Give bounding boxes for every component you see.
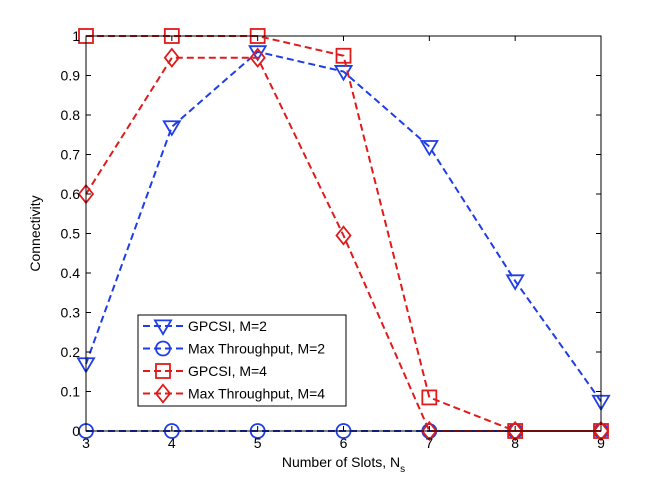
x-tick-label: 7 — [425, 435, 433, 451]
y-tick-label: 0.2 — [61, 344, 81, 360]
axes: 3 4 5 6 7 8 9 0 0.1 0.2 0.3 0.4 0.5 0.6 0.7 0.8 0.9 1 — [61, 28, 606, 451]
x-tick-label: 4 — [168, 435, 176, 451]
legend-label: Max Throughput, M=2 — [188, 341, 325, 357]
legend-swatch-marker — [155, 363, 171, 379]
legend-item-4: Max Throughput, M=4 — [143, 383, 325, 404]
y-tick-label: 0 — [72, 423, 80, 439]
series-1-point — [505, 274, 525, 291]
x-tick-label: 6 — [340, 435, 348, 451]
legend-label: GPCSI, M=4 — [188, 363, 267, 379]
legend-item-1: GPCSI, M=2 — [143, 318, 267, 336]
legend-label: Max Throughput, M=4 — [188, 386, 325, 402]
series-4-point — [421, 420, 438, 442]
legend-swatch-marker — [153, 319, 173, 336]
y-tick-label: 0.3 — [61, 305, 81, 321]
y-tick-label: 0.9 — [61, 68, 81, 84]
y-tick-label: 0.4 — [61, 265, 81, 281]
legend-item-2: Max Throughput, M=2 — [143, 341, 325, 357]
series-3-point — [335, 47, 352, 64]
x-tick-label: 5 — [254, 435, 262, 451]
series-1-line — [85, 50, 602, 402]
series-4-point — [592, 420, 610, 442]
y-tick-label: 0.6 — [61, 186, 81, 202]
x-axis-title-subscript: s — [400, 464, 405, 475]
series-4-point — [507, 420, 524, 442]
legend-swatch-marker — [154, 383, 172, 404]
y-tick-label: 1 — [72, 28, 80, 44]
y-tick-label: 0.7 — [61, 147, 81, 163]
x-tick-label: 3 — [82, 435, 90, 451]
y-tick-label: 0.5 — [61, 226, 81, 242]
x-tick-label: 9 — [597, 435, 605, 451]
legend-box — [137, 314, 347, 407]
x-tick-label: 8 — [511, 435, 519, 451]
series-4-point — [163, 47, 180, 68]
y-tick-label: 0.8 — [61, 107, 81, 123]
legend-item-3: GPCSI, M=4 — [143, 363, 267, 379]
legend-label: GPCSI, M=2 — [188, 318, 267, 334]
series-3-point — [421, 389, 438, 406]
x-axis-title: Number of Slots, Ns — [282, 454, 405, 475]
series-4-point — [249, 47, 266, 68]
legend: GPCSI, M=2 Max Throughput, M=2 GPCSI, M=4 M… — [137, 314, 347, 407]
series-4-point — [335, 225, 352, 246]
y-tick-label: 0.1 — [61, 384, 81, 400]
series-1-point — [162, 120, 182, 137]
legend-swatch-marker — [155, 340, 171, 357]
series-1-point — [419, 140, 439, 157]
x-axis-title-main: Number of Slots, N — [282, 454, 400, 470]
y-axis-title: Connectivity — [27, 195, 43, 271]
